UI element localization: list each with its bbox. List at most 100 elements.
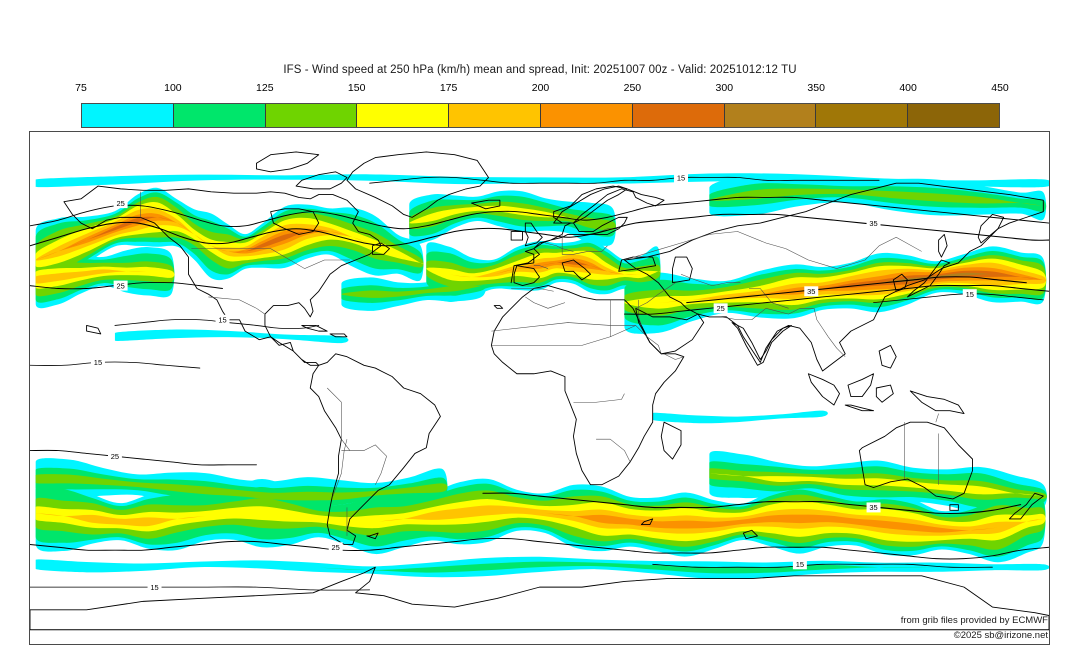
coastline-path bbox=[63, 185, 382, 366]
contour-label-bg bbox=[328, 542, 343, 553]
fill-band-jet-sh-sub-l3 bbox=[709, 473, 1047, 497]
country-border-path bbox=[491, 322, 636, 332]
coastline-path bbox=[907, 259, 951, 298]
spread-contour-35 bbox=[30, 213, 1049, 247]
map-plot-area: 25 35 15 15 25 25 35 15 25 35 15 15 25 15 bbox=[29, 131, 1050, 645]
fill-band-jet-atl-sub-l2 bbox=[341, 285, 487, 298]
fill-band-jet-sh-polar-l1 bbox=[35, 561, 1049, 574]
spread-contour-15 bbox=[369, 176, 880, 184]
colorbar-tick-300: 300 bbox=[715, 82, 734, 94]
fill-band-jet-arctic-l0 bbox=[35, 173, 1049, 188]
fill-band-jet-pac-e-l4 bbox=[35, 269, 175, 284]
fill-band-jet-natl-l5 bbox=[35, 213, 424, 264]
coastline-path bbox=[844, 404, 874, 412]
contour-label-bg bbox=[107, 451, 122, 462]
country-border-path bbox=[573, 393, 625, 403]
coastline-path bbox=[847, 373, 874, 398]
country-border-path bbox=[533, 265, 549, 269]
spread-contour-25 bbox=[30, 281, 223, 290]
country-border-path bbox=[828, 336, 846, 357]
fill-band-jet-sh-main-l5 bbox=[35, 509, 1046, 533]
contour-label-bg bbox=[113, 198, 128, 209]
colorbar-band-200-250 bbox=[540, 104, 633, 127]
copyright-credit: ©2025 sb@irizone.net bbox=[953, 630, 1048, 641]
country-border-path bbox=[635, 282, 676, 309]
spread-contour-25 bbox=[30, 196, 1049, 230]
contour-label-15: 15 bbox=[218, 316, 226, 325]
contour-label-25: 25 bbox=[111, 452, 119, 461]
fill-band-jet-asia-l6 bbox=[624, 270, 1047, 303]
contour-label-bg bbox=[866, 218, 881, 229]
contour-label-bg bbox=[804, 286, 819, 297]
contour-label-35: 35 bbox=[869, 503, 877, 512]
country-border-path bbox=[596, 438, 631, 463]
contour-label-15: 15 bbox=[796, 560, 804, 569]
country-border-path bbox=[748, 288, 789, 309]
spread-contour-layer bbox=[30, 176, 1049, 591]
colorbar-band-175-200 bbox=[449, 104, 541, 127]
colorbar-tick-250: 250 bbox=[623, 82, 642, 94]
coastline-path bbox=[295, 171, 348, 190]
contour-label-15: 15 bbox=[150, 583, 158, 592]
spread-contour-15 bbox=[873, 293, 1044, 304]
coastline-path bbox=[510, 185, 665, 284]
contour-label-25: 25 bbox=[716, 304, 724, 313]
page-title: IFS - Wind speed at 250 hPa (km/h) mean … bbox=[283, 64, 797, 76]
colorbar-band-100-125 bbox=[173, 104, 266, 127]
country-border-path bbox=[624, 231, 786, 261]
contour-label-bg bbox=[147, 582, 162, 593]
country-border-path bbox=[341, 444, 387, 485]
coastline-path bbox=[949, 504, 959, 511]
fill-band-jet-sh-sam-l2 bbox=[35, 474, 448, 501]
colorbar-tick-450: 450 bbox=[991, 82, 1009, 94]
coastline-path bbox=[86, 324, 102, 335]
coastline-path bbox=[490, 285, 685, 486]
country-border-path bbox=[680, 273, 741, 286]
country-border-path bbox=[561, 234, 608, 255]
colorbar-tick-labels: 75 100 125 150 175 200 250 300 350 400 450 bbox=[75, 82, 1009, 95]
spread-contour-25 bbox=[623, 284, 1049, 315]
colorbar-tick-150: 150 bbox=[347, 82, 366, 94]
coastline-path bbox=[977, 214, 1005, 244]
colorbar-band-350-400 bbox=[816, 104, 909, 127]
contour-label-15: 15 bbox=[94, 358, 102, 367]
contour-label-bg bbox=[962, 289, 977, 300]
country-border-path bbox=[935, 413, 939, 423]
coastline-path bbox=[635, 307, 705, 355]
fill-band-jet-trop-ind-l0 bbox=[652, 410, 828, 424]
country-border-path bbox=[208, 296, 266, 315]
colorbar-band-150-175 bbox=[357, 104, 450, 127]
country-border-path bbox=[635, 325, 662, 354]
contour-label-bg bbox=[713, 303, 728, 314]
contour-label-bg bbox=[674, 172, 689, 183]
fill-band-jet-eur-l5 bbox=[426, 258, 661, 278]
contour-label-bg bbox=[866, 502, 881, 513]
coastline-path bbox=[366, 532, 379, 540]
coastline-path bbox=[618, 256, 657, 272]
coastline-path bbox=[807, 373, 840, 406]
coastline-path bbox=[875, 384, 894, 403]
country-border-path bbox=[525, 296, 566, 309]
coastline-path bbox=[909, 390, 965, 415]
coastline-path bbox=[309, 353, 441, 545]
coastline-path bbox=[256, 151, 320, 173]
contour-label-layer: 25 35 15 15 25 25 35 15 25 35 15 15 25 15 bbox=[90, 172, 977, 593]
coastline-path bbox=[471, 199, 501, 210]
spread-contour-15 bbox=[652, 563, 993, 568]
coastline-path bbox=[513, 265, 540, 287]
spread-contour-15 bbox=[30, 586, 371, 591]
coastline-path bbox=[672, 256, 693, 284]
contour-label-25: 25 bbox=[332, 543, 340, 552]
spread-contour-25 bbox=[30, 537, 1049, 560]
coastline-path bbox=[878, 344, 897, 369]
fill-band-jet-polar-n-l2 bbox=[709, 188, 1047, 207]
contour-label-25: 25 bbox=[116, 199, 124, 208]
coastline-path bbox=[524, 222, 543, 247]
colorbar-tick-175: 175 bbox=[439, 82, 458, 94]
colorbar-band-75-100 bbox=[82, 104, 174, 127]
coastline-path bbox=[561, 259, 591, 281]
colorbar-band-400-450 bbox=[908, 104, 999, 127]
contour-label-bg bbox=[792, 559, 807, 570]
spread-contour-35 bbox=[482, 492, 1022, 515]
